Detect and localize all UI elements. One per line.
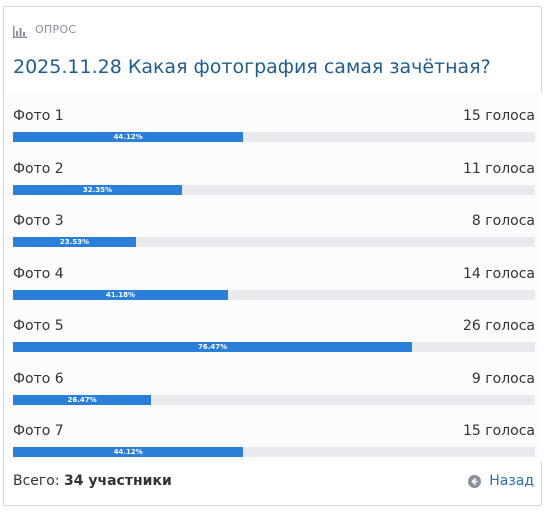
option-percent: 44.12%	[113, 133, 143, 141]
total-participants: Всего: 34 участники	[13, 473, 172, 489]
option-bar-fill: 23.53%	[13, 237, 136, 247]
poll-results: Фото 1 15 голоса 44.12% Фото 2 11 голоса 32.3…	[5, 93, 542, 462]
option-percent: 23.53%	[59, 238, 89, 246]
poll-footer: Всего: 34 участники Назад	[13, 473, 534, 493]
option-bar-fill: 26.47%	[13, 394, 152, 405]
option-label: Фото 3	[13, 213, 64, 229]
bar-chart-icon	[13, 23, 27, 38]
back-link[interactable]: Назад	[468, 473, 534, 489]
option-label: Фото 5	[13, 318, 64, 334]
total-label: Всего:	[13, 473, 60, 489]
option-votes: 8 голоса	[471, 213, 535, 229]
option-percent: 41.18%	[105, 290, 136, 299]
option-label: Фото 4	[13, 265, 64, 282]
poll-option-row: Фото 3 8 голоса 23.53%	[13, 213, 535, 261]
poll-option-row: Фото 6 9 голоса 26.47%	[13, 371, 535, 419]
poll-header: ОПРОС	[13, 21, 77, 38]
poll-title: 2025.11.28 Какая фотография самая зачётн…	[13, 56, 491, 78]
option-bar-track: 26.47%	[13, 394, 535, 405]
option-percent: 44.12%	[113, 448, 143, 456]
option-percent: 76.47%	[198, 343, 228, 351]
option-label: Фото 2	[13, 160, 64, 177]
option-votes: 14 голоса	[463, 265, 535, 282]
option-bar-fill: 41.18%	[13, 289, 228, 300]
option-bar-track: 23.53%	[13, 237, 535, 247]
option-label: Фото 6	[13, 370, 64, 387]
option-votes: 11 голоса	[463, 160, 535, 177]
option-votes: 15 голоса	[463, 108, 535, 124]
option-bar-track: 41.18%	[13, 289, 535, 300]
poll-option-row: Фото 7 15 голоса 44.12%	[13, 423, 535, 471]
poll-label: ОПРОС	[35, 22, 77, 36]
option-bar-fill: 76.47%	[13, 342, 413, 352]
arrow-left-circle-icon	[468, 474, 482, 488]
back-label: Назад	[489, 473, 534, 489]
option-votes: 9 голоса	[471, 370, 535, 387]
option-label: Фото 1	[13, 108, 64, 124]
option-votes: 26 голоса	[463, 318, 535, 334]
poll-option-row: Фото 4 14 голоса 41.18%	[13, 266, 535, 314]
option-bar-track: 44.12%	[13, 447, 535, 457]
total-value: 34 участники	[64, 473, 172, 489]
option-votes: 15 голоса	[463, 423, 535, 439]
option-percent: 26.47%	[67, 395, 97, 404]
option-bar-track: 32.35%	[13, 184, 535, 195]
option-bar-track: 76.47%	[13, 342, 535, 352]
option-bar-track: 44.12%	[13, 132, 535, 142]
poll-card: ОПРОС 2025.11.28 Какая фотография самая …	[3, 6, 542, 506]
poll-option-row: Фото 2 11 голоса 32.35%	[13, 161, 535, 209]
option-bar-fill: 44.12%	[13, 132, 244, 142]
poll-option-row: Фото 5 26 голоса 76.47%	[13, 318, 535, 366]
option-bar-fill: 44.12%	[13, 447, 244, 457]
option-label: Фото 7	[13, 423, 64, 439]
option-percent: 32.35%	[82, 185, 112, 194]
option-bar-fill: 32.35%	[13, 184, 182, 195]
poll-option-row: Фото 1 15 голоса 44.12%	[13, 108, 535, 156]
